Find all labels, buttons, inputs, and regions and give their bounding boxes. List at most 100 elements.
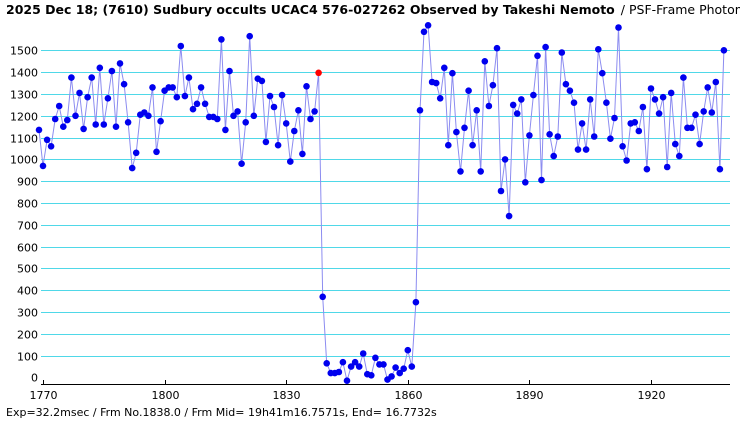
data-point [278, 91, 286, 99]
y-tick-label: 1100 [10, 133, 38, 146]
data-point [441, 64, 448, 72]
data-point [497, 187, 505, 195]
x-axis-ticks: 1770 1800 1830 1860 1890 1920 [30, 380, 666, 402]
data-point [595, 46, 602, 53]
data-point [400, 365, 408, 373]
y-tick-label: 200 [17, 329, 38, 342]
data-point [412, 298, 420, 306]
data-point [562, 80, 570, 88]
data-point [372, 354, 379, 362]
data-point [696, 140, 703, 148]
data-point [355, 363, 363, 370]
data-point [226, 67, 233, 75]
y-tick-label: 700 [17, 220, 38, 233]
data-point [339, 358, 347, 366]
data-point [173, 93, 181, 101]
data-point [35, 126, 43, 134]
data-point [104, 95, 112, 102]
data-point [214, 115, 221, 123]
data-point [582, 146, 590, 153]
data-point [672, 140, 679, 148]
data-point [477, 168, 485, 175]
data-point [323, 360, 331, 367]
y-tick-label: 0 [31, 372, 38, 385]
data-point [299, 150, 306, 158]
data-point [489, 81, 497, 89]
data-point [680, 74, 687, 81]
data-point [619, 143, 626, 150]
data-point [380, 361, 387, 368]
data-point [242, 119, 249, 126]
data-point [509, 101, 517, 109]
data-point [84, 93, 91, 101]
data-point [392, 364, 399, 371]
data-point [55, 102, 63, 110]
y-axis-ticks: 0 100 200 300 400 500 600 700 800 900 1000 1100 1200… [10, 45, 38, 385]
data-point [704, 84, 711, 91]
data-point [692, 111, 699, 118]
data-point [578, 120, 586, 127]
data-point [238, 160, 245, 167]
data-point [655, 110, 663, 117]
data-point [659, 93, 667, 101]
data-point [351, 358, 359, 366]
data-point [303, 83, 310, 90]
data-point [80, 125, 87, 133]
data-point [416, 107, 424, 114]
data-point [335, 368, 343, 376]
data-point [39, 162, 47, 170]
data-point [436, 95, 444, 102]
data-point [453, 128, 460, 136]
data-point [615, 24, 622, 31]
y-tick-label: 400 [17, 285, 38, 298]
data-point [635, 127, 643, 135]
data-point [185, 74, 193, 81]
data-point [347, 363, 355, 370]
x-tick-label: 1800 [152, 389, 180, 402]
data-point [651, 96, 659, 103]
data-point [526, 132, 533, 139]
data-point [266, 92, 274, 100]
data-point [189, 105, 197, 113]
data-point [570, 99, 578, 106]
y-tick-label: 500 [17, 263, 38, 276]
data-point [64, 116, 71, 124]
data-point [611, 114, 618, 122]
data-point [157, 117, 164, 125]
data-points [35, 22, 728, 385]
y-tick-label: 800 [17, 198, 38, 211]
data-point [124, 119, 132, 126]
data-point [607, 135, 614, 142]
data-point [169, 84, 176, 91]
data-point [501, 156, 509, 163]
data-point [550, 152, 557, 160]
data-point [108, 67, 116, 75]
data-point [623, 157, 630, 164]
data-point [270, 103, 278, 111]
data-point [177, 42, 185, 50]
data-point [47, 143, 55, 150]
data-point [420, 28, 428, 36]
data-point [250, 112, 258, 120]
y-tick-label: 300 [17, 307, 38, 320]
data-point [60, 123, 67, 130]
data-point [688, 124, 695, 132]
data-point [534, 52, 541, 60]
y-tick-label: 100 [17, 351, 38, 364]
x-tick-label: 1770 [30, 389, 58, 402]
data-point [96, 64, 104, 72]
data-point [274, 141, 282, 149]
data-point [72, 112, 79, 120]
data-point [493, 44, 501, 52]
y-tick-label: 900 [17, 176, 38, 189]
data-point [282, 120, 290, 127]
data-point [153, 148, 160, 156]
x-tick-label: 1890 [516, 389, 544, 402]
data-point [676, 152, 683, 160]
data-point [307, 115, 314, 123]
data-point [234, 108, 241, 115]
data-point [586, 96, 594, 103]
footer-info: Exp=32.2msec / Frm No.1838.0 / Frm Mid= … [6, 406, 437, 419]
data-point [68, 74, 75, 81]
